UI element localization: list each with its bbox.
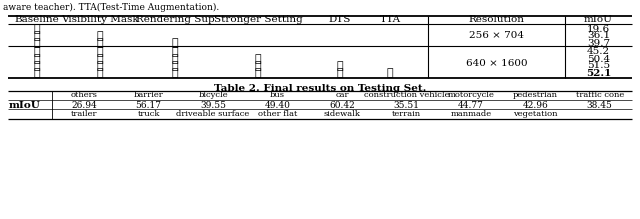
Text: 256 × 704: 256 × 704: [469, 32, 524, 41]
Text: bicycle: bicycle: [198, 91, 228, 99]
Text: ✓: ✓: [97, 54, 103, 64]
Text: ✓: ✓: [172, 47, 179, 57]
Text: car: car: [335, 91, 349, 99]
Text: terrain: terrain: [392, 110, 421, 118]
Text: ✓: ✓: [97, 61, 103, 71]
Text: 35.51: 35.51: [394, 101, 419, 110]
Text: bus: bus: [270, 91, 285, 99]
Text: ✓: ✓: [97, 47, 103, 57]
Text: sidewalk: sidewalk: [323, 110, 360, 118]
Text: aware teacher). TTA(Test-Time Augmentation).: aware teacher). TTA(Test-Time Augmentati…: [3, 3, 220, 12]
Text: 42.96: 42.96: [522, 101, 548, 110]
Text: ✓: ✓: [387, 68, 394, 78]
Text: mIoU: mIoU: [584, 16, 613, 25]
Text: 39.7: 39.7: [587, 39, 610, 48]
Text: traffic cone: traffic cone: [575, 91, 624, 99]
Text: 640 × 1600: 640 × 1600: [466, 58, 527, 67]
Text: motorcycle: motorcycle: [447, 91, 494, 99]
Text: ✓: ✓: [255, 61, 261, 71]
Text: Table 2. Final results on Testing Set.: Table 2. Final results on Testing Set.: [214, 84, 426, 93]
Text: ✓: ✓: [33, 47, 40, 57]
Text: 39.55: 39.55: [200, 101, 226, 110]
Text: ✓: ✓: [33, 38, 40, 48]
Text: vegetation: vegetation: [513, 110, 557, 118]
Text: 19.6: 19.6: [587, 25, 610, 34]
Text: ✓: ✓: [97, 31, 103, 41]
Text: 36.1: 36.1: [587, 32, 610, 41]
Text: ✓: ✓: [33, 24, 40, 34]
Text: others: others: [71, 91, 98, 99]
Text: ✓: ✓: [172, 38, 179, 48]
Text: pedestrian: pedestrian: [513, 91, 558, 99]
Text: ✓: ✓: [33, 68, 40, 78]
Text: Resolution: Resolution: [468, 16, 525, 25]
Text: 38.45: 38.45: [587, 101, 612, 110]
Text: 45.2: 45.2: [587, 48, 610, 57]
Text: mIoU: mIoU: [9, 101, 41, 110]
Text: 56.17: 56.17: [136, 101, 162, 110]
Text: truck: truck: [138, 110, 160, 118]
Text: 44.77: 44.77: [458, 101, 484, 110]
Text: ✓: ✓: [255, 68, 261, 78]
Text: construction vehicle: construction vehicle: [364, 91, 449, 99]
Text: ✓: ✓: [172, 61, 179, 71]
Text: Baseline: Baseline: [14, 16, 59, 25]
Text: ✓: ✓: [97, 68, 103, 78]
Text: DTS: DTS: [329, 16, 351, 25]
Text: Stronger Setting: Stronger Setting: [214, 16, 302, 25]
Text: ✓: ✓: [33, 54, 40, 64]
Text: ✓: ✓: [255, 54, 261, 64]
Text: ✓: ✓: [172, 68, 179, 78]
Text: 60.42: 60.42: [329, 101, 355, 110]
Text: ✓: ✓: [33, 61, 40, 71]
Text: Rendering Sup: Rendering Sup: [136, 16, 214, 25]
Text: 51.5: 51.5: [587, 62, 610, 71]
Text: 52.1: 52.1: [586, 69, 611, 78]
Text: barrier: barrier: [134, 91, 164, 99]
Text: driveable surface: driveable surface: [177, 110, 250, 118]
Text: ✓: ✓: [172, 54, 179, 64]
Text: ✓: ✓: [33, 31, 40, 41]
Text: ✓: ✓: [337, 68, 343, 78]
Text: 26.94: 26.94: [71, 101, 97, 110]
Text: ✓: ✓: [97, 38, 103, 48]
Text: ✓: ✓: [337, 61, 343, 71]
Text: Visibility Mask: Visibility Mask: [61, 16, 139, 25]
Text: manmade: manmade: [451, 110, 492, 118]
Text: other flat: other flat: [258, 110, 297, 118]
Text: 50.4: 50.4: [587, 55, 610, 64]
Text: trailer: trailer: [71, 110, 97, 118]
Text: 49.40: 49.40: [264, 101, 291, 110]
Text: TTA: TTA: [380, 16, 401, 25]
